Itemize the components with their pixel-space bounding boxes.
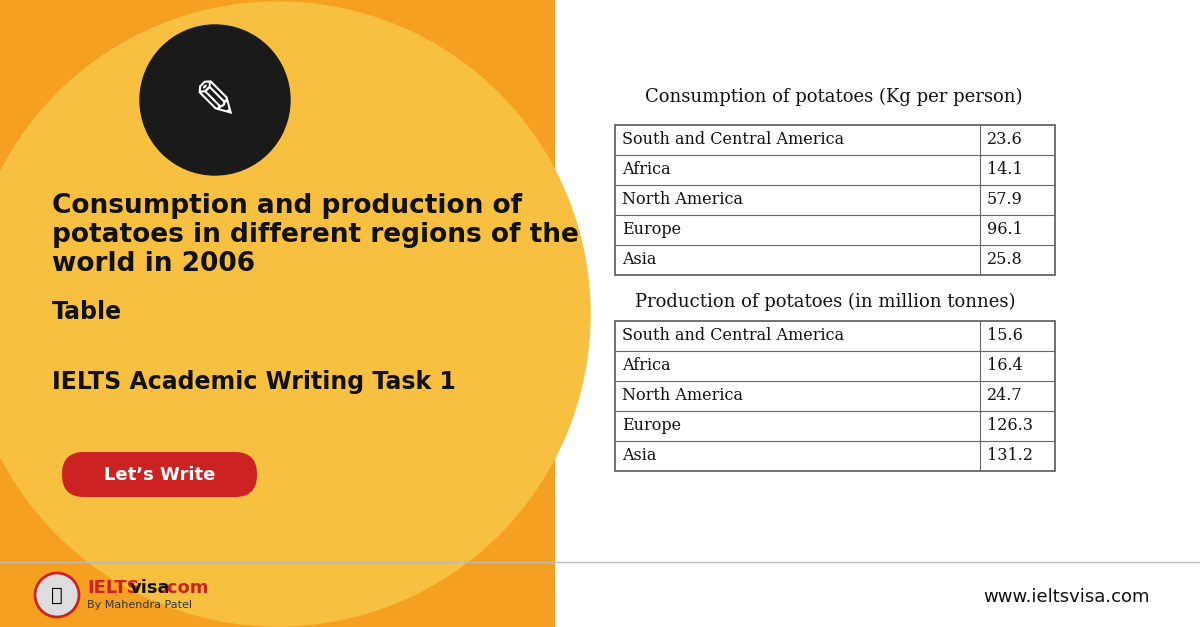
Text: North America: North America <box>622 191 743 209</box>
Text: 96.1: 96.1 <box>986 221 1022 238</box>
Text: Asia: Asia <box>622 251 656 268</box>
Text: By Mahendra Patel: By Mahendra Patel <box>88 600 192 610</box>
Text: Africa: Africa <box>622 357 671 374</box>
Text: 23.6: 23.6 <box>986 132 1022 149</box>
Text: 25.8: 25.8 <box>986 251 1022 268</box>
Text: North America: North America <box>622 387 743 404</box>
Text: 🏃: 🏃 <box>52 586 62 604</box>
Text: 57.9: 57.9 <box>986 191 1022 209</box>
Text: visa: visa <box>130 579 170 597</box>
Text: .com: .com <box>160 579 209 597</box>
Text: Consumption of potatoes (Kg per person): Consumption of potatoes (Kg per person) <box>646 88 1022 106</box>
Text: IELTS: IELTS <box>88 579 139 597</box>
Text: South and Central America: South and Central America <box>622 327 844 344</box>
Text: Europe: Europe <box>622 221 682 238</box>
Text: Consumption and production of: Consumption and production of <box>52 193 522 219</box>
Text: 131.2: 131.2 <box>986 448 1033 465</box>
Text: Let’s Write: Let’s Write <box>104 466 215 485</box>
Text: 16.4: 16.4 <box>986 357 1022 374</box>
Text: Europe: Europe <box>622 418 682 435</box>
Text: 126.3: 126.3 <box>986 418 1033 435</box>
Circle shape <box>0 2 590 626</box>
Text: IELTS Academic Writing Task 1: IELTS Academic Writing Task 1 <box>52 370 456 394</box>
Circle shape <box>35 573 79 617</box>
Text: 14.1: 14.1 <box>986 162 1022 179</box>
Polygon shape <box>554 0 1200 627</box>
Text: Africa: Africa <box>622 162 671 179</box>
Text: 24.7: 24.7 <box>986 387 1022 404</box>
Text: ✎: ✎ <box>193 77 238 129</box>
Text: Table: Table <box>52 300 122 324</box>
Text: Asia: Asia <box>622 448 656 465</box>
Circle shape <box>140 25 290 175</box>
Text: South and Central America: South and Central America <box>622 132 844 149</box>
Text: 15.6: 15.6 <box>986 327 1022 344</box>
Text: Production of potatoes (in million tonnes): Production of potatoes (in million tonne… <box>635 293 1015 311</box>
Text: potatoes in different regions of the: potatoes in different regions of the <box>52 222 578 248</box>
FancyBboxPatch shape <box>62 452 257 497</box>
Text: world in 2006: world in 2006 <box>52 251 256 277</box>
Text: www.ieltsvisa.com: www.ieltsvisa.com <box>984 588 1150 606</box>
